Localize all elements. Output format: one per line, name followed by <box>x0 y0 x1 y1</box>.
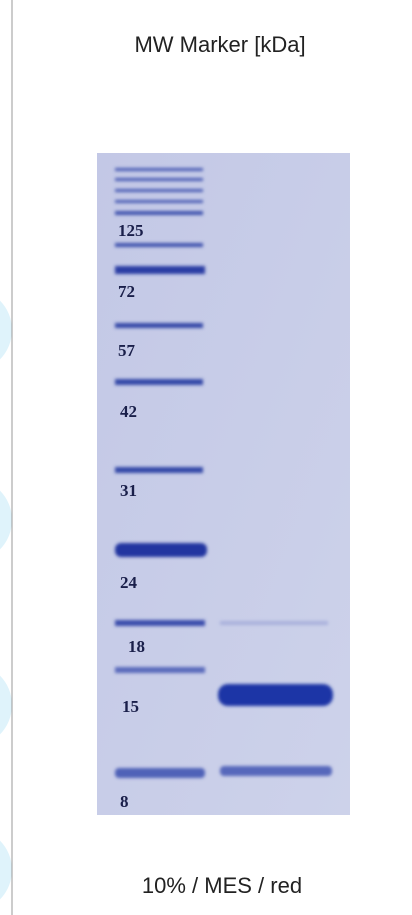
caption: 10% / MES / red <box>142 873 302 898</box>
marker-label: 8 <box>120 792 129 811</box>
marker-label: 18 <box>128 637 145 656</box>
page: {"header": {"title": "MW Marker [kDa]"},… <box>0 0 412 915</box>
marker-label: 24 <box>120 573 138 592</box>
marker-label: 72 <box>118 282 135 301</box>
marker-label: 31 <box>120 481 137 500</box>
figure: MW Marker [kDa] 125 72 57 42 31 24 18 15 8 10% /… <box>0 0 412 915</box>
side-decoration <box>0 0 12 915</box>
marker-label: 125 <box>118 221 144 240</box>
marker-label: 42 <box>120 402 137 421</box>
marker-label: 15 <box>122 697 139 716</box>
marker-label: 57 <box>118 341 136 360</box>
title: MW Marker [kDa] <box>134 32 305 57</box>
